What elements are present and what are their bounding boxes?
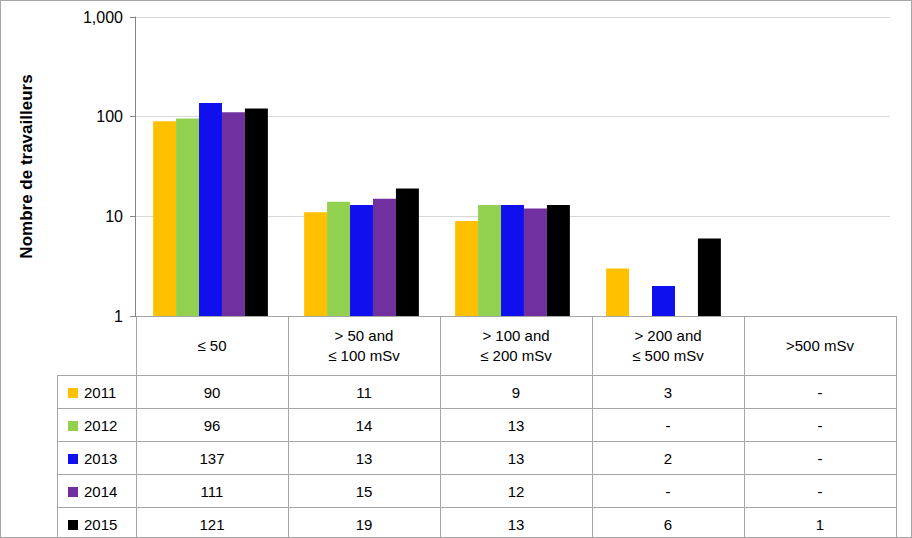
html-text:19: 19 bbox=[355, 515, 373, 533]
html-text:13: 13 bbox=[507, 515, 525, 533]
html-text:>500 mSv: >500 mSv bbox=[786, 337, 854, 354]
html-text:2014: 2014 bbox=[84, 482, 118, 500]
html-text:> 50 and ≤ 100 mSv: > 50 and ≤ 100 mSv bbox=[328, 327, 400, 364]
html-text:> 200 and ≤ 500 mSv: > 200 and ≤ 500 mSv bbox=[632, 327, 704, 364]
svg-text:10: 10 bbox=[105, 208, 123, 225]
html-text:≤ 50: ≤ 50 bbox=[197, 337, 227, 354]
html-text:13: 13 bbox=[507, 416, 525, 434]
html-text:111: 111 bbox=[200, 482, 224, 500]
html-text:2013: 2013 bbox=[84, 449, 118, 467]
html-text:121: 121 bbox=[199, 515, 225, 533]
svg-text:100: 100 bbox=[96, 108, 123, 125]
html-text:96: 96 bbox=[203, 416, 221, 434]
html-text:90: 90 bbox=[203, 383, 221, 401]
html-text:11: 11 bbox=[356, 383, 372, 401]
html-text:9: 9 bbox=[511, 383, 521, 401]
html-text:14: 14 bbox=[355, 416, 373, 434]
html-text:2: 2 bbox=[663, 449, 673, 467]
svg-text:1,000: 1,000 bbox=[83, 9, 123, 26]
html-text:3: 3 bbox=[663, 383, 673, 401]
svg-text:1: 1 bbox=[114, 308, 123, 325]
html-text:12: 12 bbox=[507, 482, 525, 500]
html-text:137: 137 bbox=[199, 449, 225, 467]
html-text:2011: 2011 bbox=[84, 383, 117, 401]
html-text:15: 15 bbox=[355, 482, 373, 500]
html-text:1: 1 bbox=[815, 515, 825, 533]
svg-text:Nombre de travailleurs: Nombre de travailleurs bbox=[17, 74, 36, 258]
html-text:2015: 2015 bbox=[84, 515, 118, 533]
html-text:6: 6 bbox=[663, 515, 673, 533]
html-text:13: 13 bbox=[355, 449, 373, 467]
html-text:> 100 and ≤ 200 mSv: > 100 and ≤ 200 mSv bbox=[480, 327, 552, 364]
html-text:2012: 2012 bbox=[84, 416, 118, 434]
html-text:13: 13 bbox=[507, 449, 525, 467]
